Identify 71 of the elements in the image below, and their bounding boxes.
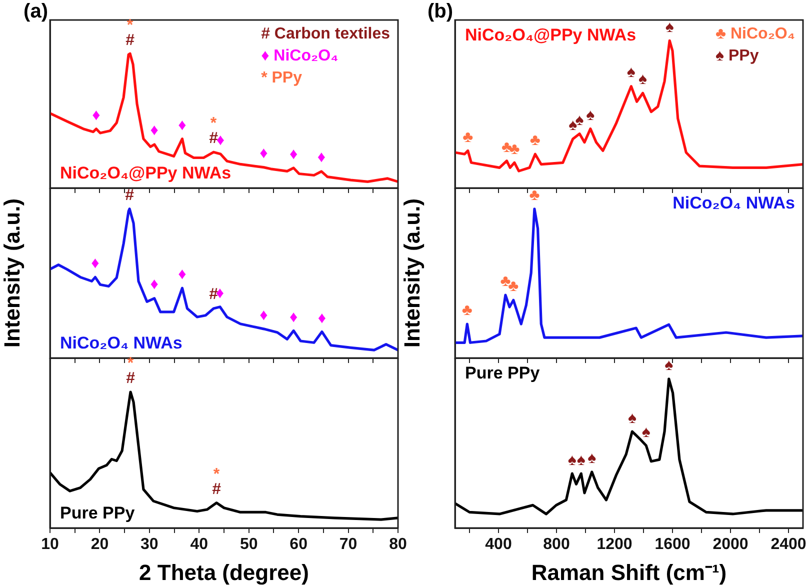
annotation: ♦ [150, 122, 158, 140]
x-tick-label: 400 [485, 536, 512, 554]
x-tick-label: 70 [339, 536, 358, 554]
x-tick-label: 10 [41, 536, 59, 554]
annotation: ♦ [178, 116, 186, 134]
annotation: ♦ [150, 276, 158, 294]
series-label: NiCo₂O₄@PPy NWAs [465, 26, 636, 45]
text: # Carbon textiles [261, 25, 390, 42]
x-tick-label: 2000 [712, 536, 748, 554]
x-tick-label: 800 [543, 536, 570, 554]
x-tick-label: 80 [389, 536, 407, 554]
annotation: ♠ [665, 18, 674, 36]
annotation: ♦ [318, 310, 326, 327]
annotation: ♦ [178, 266, 186, 284]
text: Pure PPy [465, 364, 540, 383]
annotation: ♣ [462, 302, 472, 319]
series-label: NiCo₂O₄ NWAs [60, 334, 182, 353]
annotation: ♣ [529, 186, 540, 204]
annotation: ♠ [588, 450, 596, 467]
annotation: # [212, 480, 221, 498]
annotation: ♠ [638, 71, 648, 88]
annotation: ♠ [586, 106, 595, 124]
annotation: ♦ [260, 145, 268, 162]
chart-title: (b) [427, 0, 453, 23]
annotation: * [127, 355, 134, 372]
annotation: * PPy [261, 69, 302, 86]
x-tick-label: 30 [140, 536, 158, 554]
annotation: ♦ [91, 255, 100, 272]
y-axis-title: Intensity (a.u.) [0, 198, 24, 348]
annotation: ♣ [509, 140, 520, 158]
annotation: ♦ NiCo₂O₄ [261, 47, 338, 64]
y-axis-title: Intensity (a.u.) [399, 198, 424, 348]
annotation: ♦ [290, 308, 298, 326]
x-axis-title: 2 Theta (degree) [139, 560, 309, 585]
annotation: ♣ [530, 132, 540, 150]
annotation: ♦ [260, 306, 268, 324]
annotation: # [126, 32, 134, 49]
annotation: # [125, 186, 134, 204]
annotation: ♠ [626, 64, 636, 82]
x-tick-label: 50 [240, 536, 258, 554]
annotation: * [126, 16, 134, 34]
x-tick-label: 20 [90, 536, 109, 554]
annotation: ♣ NiCo₂O₄ [716, 25, 795, 42]
x-tick-label: 1200 [596, 536, 632, 554]
annotation: ♣ [502, 138, 512, 156]
annotation: ♦ [317, 149, 326, 166]
annotation: ♣ [462, 128, 474, 146]
annotation: ♠ PPy [716, 47, 759, 64]
annotation: ♠ [568, 116, 578, 134]
annotation: ♦ [92, 106, 100, 124]
series-label: Pure PPy [60, 504, 136, 523]
text: NiCo₂O₄ NWAs [672, 194, 795, 213]
annotation: ♦ [216, 284, 224, 302]
chart-title: (a) [24, 0, 48, 23]
annotation: ♦ [290, 146, 298, 163]
x-tick-label: 40 [190, 536, 208, 554]
annotation: * [210, 115, 217, 132]
annotation: ♠ [568, 452, 576, 469]
annotation: ♠ [642, 424, 650, 441]
annotation: ♠ [664, 356, 674, 374]
x-tick-label: 1600 [654, 536, 690, 554]
x-tick-label: 2400 [770, 536, 806, 554]
series-label: NiCo₂O₄@PPy NWAs [60, 164, 232, 183]
annotation: * [213, 466, 220, 483]
annotation: ♠ [576, 452, 586, 469]
x-tick-label: 60 [290, 536, 308, 554]
annotation: ♠ [628, 410, 636, 427]
annotation: # [126, 370, 135, 387]
annotation: # [209, 130, 218, 148]
annotation: # [209, 286, 218, 304]
x-axis-title: Raman Shift (cm⁻¹) [531, 560, 727, 585]
